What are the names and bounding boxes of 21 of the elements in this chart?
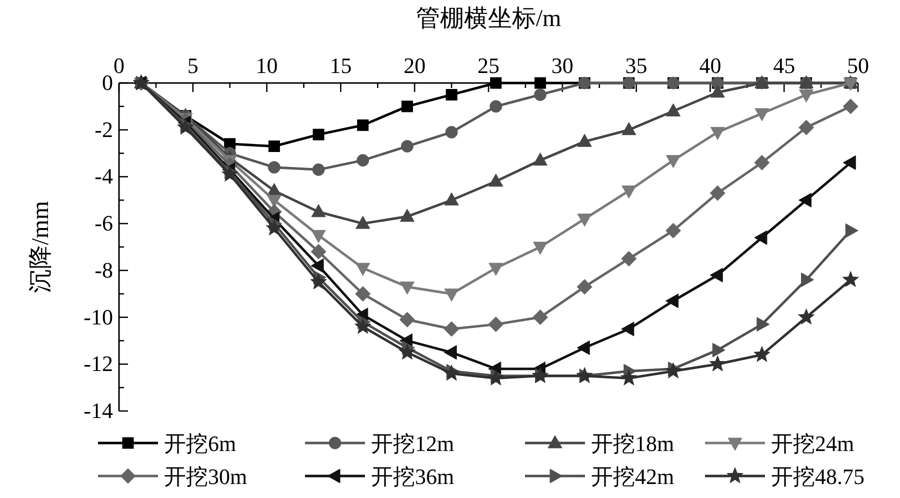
y-axis-title: 沉降/mm	[28, 201, 54, 293]
x-tick-label: 25	[478, 53, 500, 78]
x-tick-label: 0	[114, 53, 124, 78]
y-tick-label: -6	[94, 210, 113, 236]
x-axis-title: 管棚横坐标/m	[416, 6, 562, 32]
x-tick-label: 50	[847, 53, 869, 78]
x-tick-label: 40	[699, 53, 722, 78]
y-tick-label: -14	[84, 398, 113, 423]
y-tick-label: -10	[84, 304, 113, 330]
x-tick-label: 20	[404, 53, 426, 78]
y-tick-label: 0	[102, 70, 113, 95]
y-tick-label: -12	[84, 351, 113, 376]
x-tick-label: 15	[330, 53, 352, 78]
y-tick-label: -4	[94, 164, 113, 189]
x-tick-label: 10	[256, 53, 278, 78]
x-tick-label: 30	[551, 53, 574, 78]
x-tick-label: 35	[625, 53, 648, 78]
y-tick-label: -2	[94, 116, 113, 142]
x-tick-label: 45	[773, 53, 796, 78]
y-tick-label: -8	[94, 257, 113, 282]
x-tick-label: 5	[187, 53, 198, 78]
